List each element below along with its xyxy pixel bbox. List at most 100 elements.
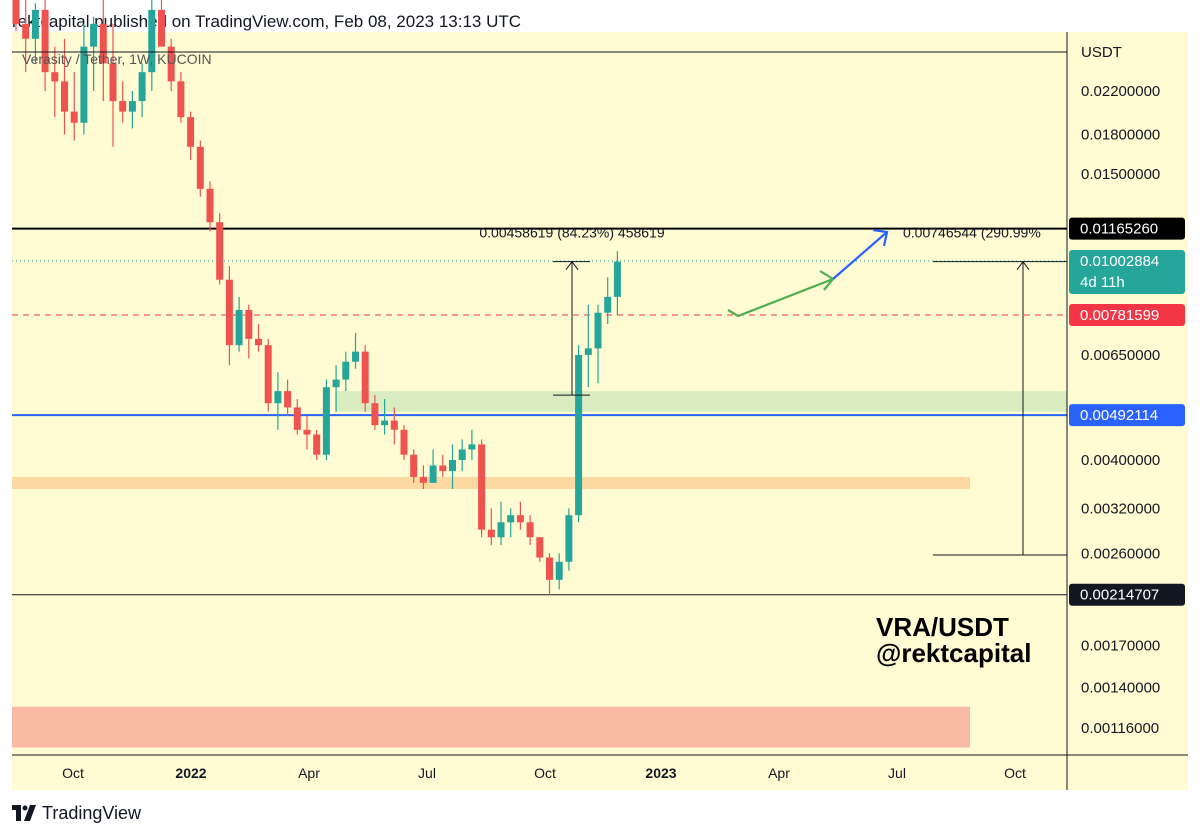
candle-body: [70, 111, 78, 123]
candle-body: [148, 9, 156, 73]
candle: [458, 439, 466, 472]
candle: [613, 251, 621, 316]
x-tick-label: Jul: [418, 765, 436, 781]
candle-body: [264, 345, 272, 404]
candle: [31, 3, 39, 64]
candle: [80, 23, 88, 135]
candle: [148, 0, 156, 91]
candle-body: [80, 46, 88, 123]
candle-body: [410, 454, 418, 477]
candle: [468, 429, 476, 461]
x-tick-label: 2023: [645, 765, 676, 781]
y-tick-label: 0.00400000: [1081, 452, 1160, 469]
candle-body: [128, 101, 136, 112]
price-tag: [1069, 404, 1185, 427]
candle-body: [555, 561, 563, 580]
tradingview-brand[interactable]: TradingView: [42, 802, 142, 823]
candle-body: [429, 465, 437, 483]
x-ticks-layer: Oct 2022 Apr Jul Oct 2023 Apr Jul Oct: [62, 765, 1026, 781]
candle: [216, 213, 224, 285]
y-ticks-layer: 0.02200000 0.01800000 0.01500000 0.00650000…: [1081, 83, 1160, 737]
currency-label: USDT: [1081, 44, 1122, 61]
candle-body: [352, 351, 359, 362]
y-tick-label: 0.00116000: [1081, 720, 1159, 737]
arrows-layer: [727, 228, 889, 318]
green-projection-arrow: [727, 277, 834, 318]
price-tag-value: 0.01165260: [1080, 221, 1158, 238]
candle: [225, 266, 233, 366]
candle-body: [361, 351, 369, 404]
candle: [449, 444, 456, 489]
publish-header: rektcapital published on TradingView.com…: [12, 12, 522, 31]
candle-body: [565, 515, 573, 562]
candle: [352, 332, 359, 369]
candle: [332, 365, 340, 412]
candle-body: [381, 420, 389, 426]
watermark-pair: VRA/USDT: [876, 612, 1009, 642]
tradingview-logo-icon[interactable]: [12, 805, 36, 821]
candle-body: [61, 81, 68, 112]
candle: [274, 372, 282, 430]
candle: [478, 439, 486, 538]
green-support-zone: [335, 391, 1067, 412]
candle-body: [293, 407, 301, 430]
symbol-label: Verasity / Tether, 1W, KUCOIN: [22, 51, 212, 67]
candle-body: [584, 348, 592, 355]
candle-body: [12, 0, 20, 24]
candle-body: [342, 361, 350, 380]
candle-body: [41, 9, 49, 73]
candle: [342, 351, 350, 392]
candle: [575, 345, 583, 523]
x-tick-label: Apr: [298, 765, 320, 781]
candle: [400, 425, 408, 461]
candle-body: [245, 309, 253, 339]
candle-body: [51, 72, 59, 82]
candles-layer: [12, 0, 621, 596]
y-tick-label: 0.00140000: [1081, 679, 1160, 696]
candle-body: [31, 9, 39, 39]
candle: [565, 508, 573, 571]
candle-body: [526, 522, 534, 538]
blue-projection-arrow: [832, 231, 888, 280]
price-tag: [1069, 304, 1185, 327]
y-tick-label: 0.00320000: [1081, 500, 1160, 517]
candle: [293, 399, 301, 435]
y-tick-label: 0.00170000: [1081, 637, 1160, 654]
candle: [361, 345, 369, 412]
candle-body: [177, 81, 185, 118]
blue-projection-arrow-head: [872, 228, 889, 247]
candle-body: [604, 296, 612, 313]
candle: [51, 46, 59, 118]
candle: [255, 323, 262, 352]
measure-2-label: 0.00746544 (290.99%: [903, 225, 1041, 241]
candle: [584, 304, 592, 388]
candle: [206, 181, 214, 232]
candle: [138, 63, 146, 118]
y-tick-label: 0.01800000: [1081, 126, 1160, 143]
candle: [167, 38, 175, 91]
candle: [604, 277, 612, 324]
candle-body: [468, 444, 476, 450]
candle-body: [158, 9, 165, 47]
candle-body: [206, 188, 214, 223]
candle: [12, 0, 20, 32]
candle-body: [400, 429, 408, 455]
candle-body: [90, 23, 98, 47]
candle-body: [313, 434, 321, 455]
candle: [507, 508, 515, 538]
candle-body: [216, 222, 224, 280]
candle-body: [390, 420, 398, 430]
candle-body: [119, 101, 127, 112]
candle: [322, 379, 330, 461]
candle: [187, 111, 195, 160]
candle: [555, 553, 563, 590]
time-axis-background: [12, 755, 1188, 790]
price-tag-value: 0.00214707: [1080, 587, 1159, 604]
measure-2-arrowhead: [1016, 260, 1030, 270]
candle: [41, 0, 49, 91]
candle: [536, 537, 544, 562]
chart-canvas[interactable]: 0.00458619 (84.23%) 458619 0.00746544 (29…: [0, 0, 1200, 800]
candle: [128, 91, 136, 129]
candle: [99, 0, 107, 102]
candle-body: [546, 557, 553, 580]
